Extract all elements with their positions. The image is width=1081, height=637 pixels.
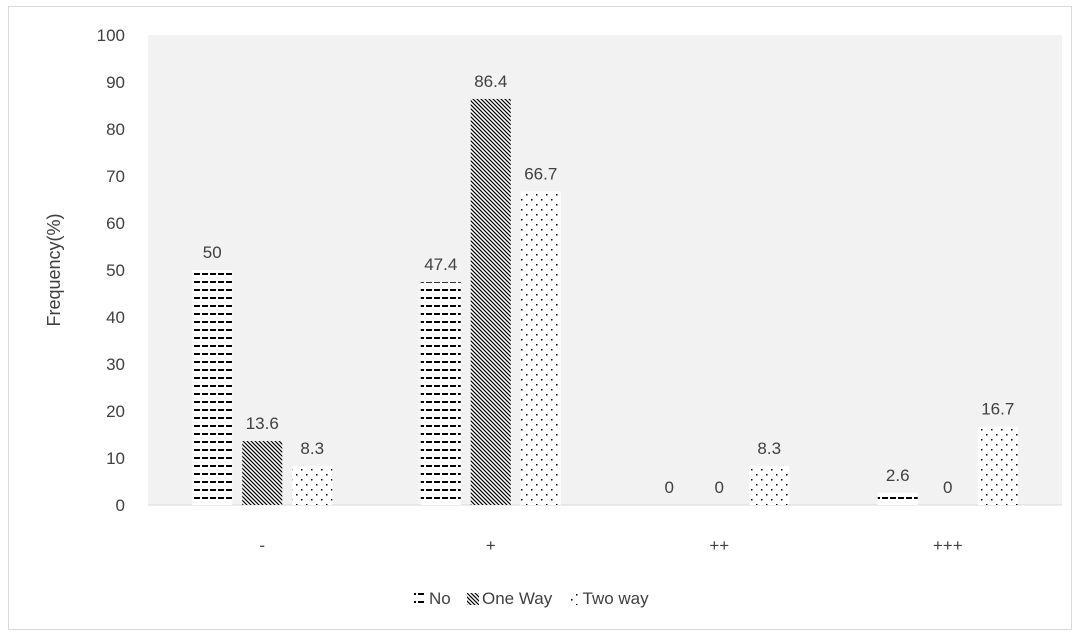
legend-item-one-way: One Way [467,589,553,608]
y-tick-label: 90 [106,73,125,92]
data-label: 0 [665,478,674,497]
data-label: 0 [943,478,952,497]
y-tick-label: 30 [106,355,125,374]
data-label: 86.4 [474,72,507,91]
legend-label: One Way [482,589,553,608]
bar-two-way-1 [520,191,561,505]
bar-one-way-0 [242,441,283,505]
data-label: 8.3 [300,439,324,458]
bar-no-0 [192,270,233,505]
legend: No One Way Two way [414,589,649,608]
data-labels: 50 13.6 8.3 47.4 86.4 66.7 0 0 8.3 2.6 0 16.7 [203,72,1015,497]
bar-two-way-0 [292,465,333,505]
data-label: 66.7 [524,165,557,184]
y-tick-label: 20 [106,402,125,421]
legend-item-no: No [414,589,451,608]
legend-label: No [429,589,451,608]
y-axis-ticks: 0 10 20 30 40 50 60 70 80 90 100 [97,26,125,515]
y-tick-label: 60 [106,214,125,233]
data-label: 0 [715,478,724,497]
bar-two-way-2 [749,465,790,505]
y-tick-label: 10 [106,449,125,468]
data-label: 16.7 [981,400,1014,419]
legend-swatch [414,593,426,605]
x-tick-label: - [259,536,265,555]
bar-series [192,98,1018,506]
y-tick-label: 50 [106,261,125,280]
legend-label: Two way [583,589,650,608]
y-tick-label: 100 [97,26,125,45]
data-label: 50 [203,243,222,262]
y-tick-label: 70 [106,167,125,186]
plot-area [148,35,1062,505]
chart-frame: 0 10 20 30 40 50 60 70 80 90 100 50 13.6 8.3 47.4 86.4… [8,6,1072,630]
y-tick-label: 40 [106,308,125,327]
data-label: 47.4 [424,255,457,274]
bar-one-way-1 [470,98,511,506]
y-tick-label: 0 [116,496,125,515]
legend-item-two-way: Two way [567,589,650,608]
bar-chart: 0 10 20 30 40 50 60 70 80 90 100 50 13.6 8.3 47.4 86.4… [44,26,1062,608]
legend-swatch [467,593,479,605]
data-label: 2.6 [886,466,910,485]
legend-swatch [567,593,580,605]
x-tick-label: + [486,536,496,555]
y-tick-label: 80 [106,120,125,139]
x-axis-ticks: - + ++ +++ [259,536,962,555]
data-label: 13.6 [246,414,279,433]
data-label: 8.3 [757,439,781,458]
bar-two-way-3 [977,426,1018,505]
bar-no-3 [877,492,918,505]
y-axis-title: Frequency(%) [44,213,64,326]
x-tick-label: ++ [709,536,729,555]
bar-no-1 [420,282,461,505]
x-tick-label: +++ [933,536,963,555]
